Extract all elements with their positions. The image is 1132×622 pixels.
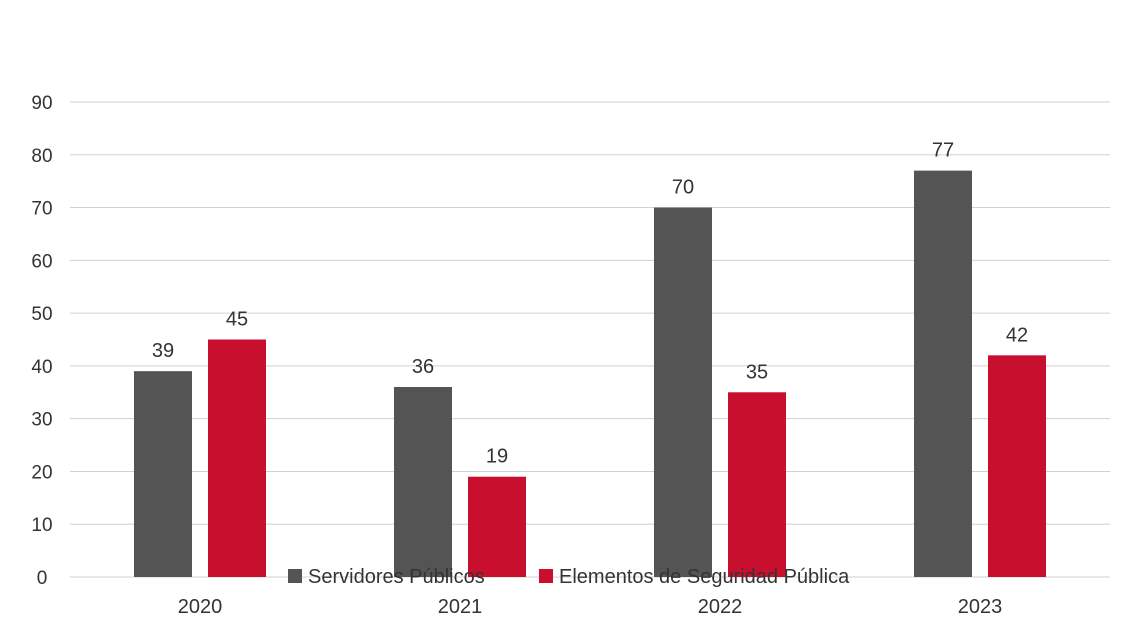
- y-axis: 0 10 20 30 40 50 60 70 80 90: [31, 93, 52, 589]
- x-tick-label: 2021: [438, 596, 483, 618]
- legend-swatch: [288, 569, 302, 583]
- data-label: 35: [746, 361, 768, 383]
- data-label: 77: [932, 140, 954, 162]
- bar-2021-series-2: [468, 476, 526, 577]
- bar-2021-series-1: [394, 387, 452, 577]
- y-tick-label: 40: [31, 357, 52, 378]
- bar-2023-series-1: [914, 170, 972, 577]
- y-tick-label: 70: [31, 199, 52, 220]
- bar-2020-series-1: [134, 371, 192, 577]
- x-axis: 2020 2021 2022 2023: [178, 596, 1003, 618]
- bar-2020-series-2: [208, 339, 266, 577]
- x-tick-label: 2023: [958, 596, 1003, 618]
- y-tick-label: 50: [31, 304, 52, 325]
- y-tick-label: 0: [37, 568, 48, 589]
- legend: Servidores Públicos Elementos de Segurida…: [288, 566, 850, 588]
- y-tick-label: 90: [31, 93, 52, 114]
- legend-swatch: [539, 569, 553, 583]
- y-tick-label: 20: [31, 462, 52, 483]
- data-label: 42: [1006, 324, 1028, 346]
- data-labels: 39 45 36 19 70 35 77 42: [152, 140, 1028, 468]
- x-tick-label: 2020: [178, 596, 223, 618]
- y-tick-label: 10: [31, 515, 52, 536]
- bar-2022-series-1: [654, 207, 712, 578]
- data-label: 70: [672, 177, 694, 199]
- data-label: 39: [152, 340, 174, 362]
- bars: [134, 170, 1046, 578]
- y-tick-label: 30: [31, 410, 52, 431]
- y-tick-label: 80: [31, 146, 52, 167]
- data-label: 19: [486, 446, 508, 468]
- y-tick-label: 60: [31, 251, 52, 272]
- legend-label: Elementos de Seguridad Pública: [559, 566, 850, 588]
- data-label: 36: [412, 356, 434, 378]
- data-label: 45: [226, 309, 248, 331]
- bar-2023-series-2: [988, 355, 1046, 577]
- legend-label: Servidores Públicos: [308, 566, 485, 588]
- x-tick-label: 2022: [698, 596, 743, 618]
- bar-2022-series-2: [728, 392, 786, 577]
